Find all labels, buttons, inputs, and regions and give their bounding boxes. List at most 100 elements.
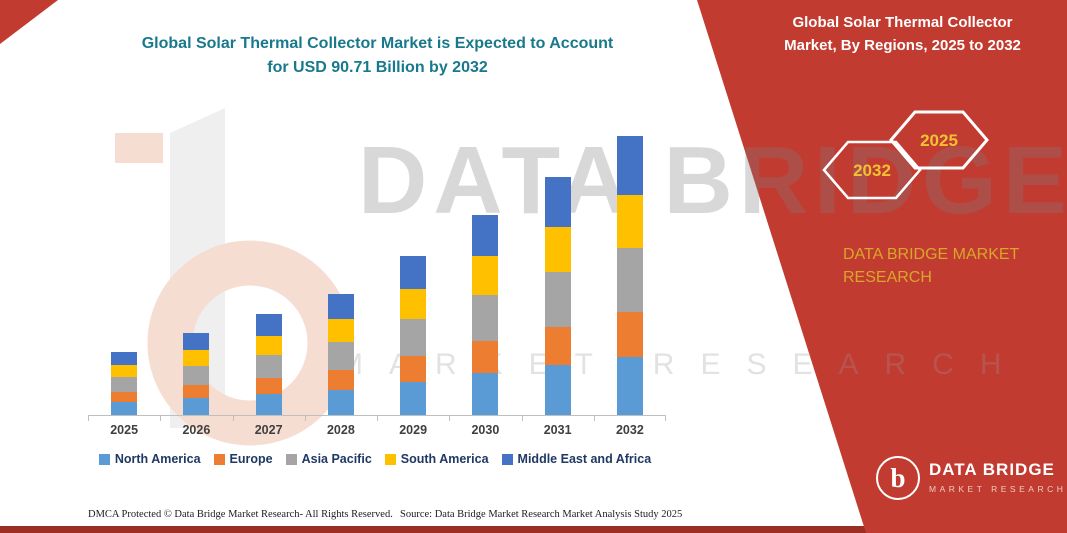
- bar-segment-south-america: [616, 194, 643, 248]
- chart-title-line1: Global Solar Thermal Collector Market is…: [141, 35, 614, 52]
- banner-heading-line1: Global Solar Thermal Collector: [792, 14, 1013, 31]
- legend-item-south-america: South America: [384, 452, 489, 466]
- legend-swatch-asia-pacific: [285, 453, 297, 465]
- x-axis-tick: [377, 416, 378, 421]
- bar-segment-europe: [544, 326, 571, 365]
- bar-2025: [111, 352, 138, 415]
- x-axis-tick: [593, 416, 595, 421]
- x-axis-tick: [160, 416, 162, 421]
- bar-segment-asia-pacific: [472, 294, 499, 341]
- bar-segment-north-america: [544, 364, 571, 415]
- bar-2027: [255, 314, 282, 415]
- banner-brand-text: DATA BRIDGE MARKET RESEARCH: [843, 243, 1019, 289]
- bar-segment-europe: [183, 384, 210, 398]
- bar-segment-middle-east-and-africa: [183, 333, 210, 351]
- bar-segment-europe: [400, 356, 427, 382]
- corner-accent-triangle: [0, 0, 58, 44]
- bar-2031: [544, 176, 571, 415]
- year-badges: 2025 2032: [822, 110, 989, 200]
- bar-segment-south-america: [111, 365, 138, 378]
- bar-2029: [400, 255, 427, 415]
- bar-segment-asia-pacific: [544, 271, 571, 327]
- legend-item-middle-east-and-africa: Middle East and Africa: [501, 452, 652, 466]
- bar-segment-south-america: [183, 350, 210, 366]
- bar-segment-middle-east-and-africa: [255, 314, 282, 336]
- x-axis-label-2029: 2029: [399, 423, 428, 437]
- x-axis-label-2032: 2032: [615, 423, 644, 437]
- watermark-sub-text: MARKET RESEARCH: [338, 348, 1028, 381]
- bar-segment-asia-pacific: [327, 342, 354, 371]
- logo-text-block: DATA BRIDGE MARKET RESEARCH: [929, 456, 1066, 494]
- logo-letter: b: [890, 462, 906, 493]
- x-axis-label-2026: 2026: [182, 423, 211, 437]
- chart-legend: North America Europe Asia Pacific South Ame…: [80, 452, 670, 466]
- source-text: Source: Data Bridge Market Research Mark…: [400, 509, 683, 520]
- banner-brand-line2: RESEARCH: [843, 269, 932, 287]
- chart-plot: 2025 2026 2027 2028 2029 2030 2031 2032: [88, 135, 666, 437]
- bar-segment-europe: [327, 370, 354, 390]
- hexagon-2025-label: 2025: [920, 131, 958, 150]
- bar-segment-middle-east-and-africa: [544, 176, 571, 227]
- bar-2032: [616, 135, 643, 415]
- bar-segment-middle-east-and-africa: [616, 135, 643, 195]
- bar-2030: [472, 214, 499, 415]
- legend-label-north-america: North America: [114, 452, 201, 466]
- x-axis-label-2027: 2027: [254, 423, 283, 437]
- banner-heading-line2: Market, By Regions, 2025 to 2032: [784, 36, 1021, 54]
- bar-segment-asia-pacific: [183, 365, 210, 385]
- bar-segment-middle-east-and-africa: [400, 255, 427, 290]
- legend-label-europe: Europe: [229, 452, 273, 466]
- bar-segment-south-america: [255, 335, 282, 355]
- logo-mark-icon: b: [876, 456, 920, 500]
- x-axis-tick: [232, 416, 234, 421]
- bar-segment-south-america: [400, 289, 427, 320]
- hexagon-2025: [889, 110, 989, 170]
- bar-segment-asia-pacific: [111, 377, 138, 392]
- x-axis-label-2031: 2031: [543, 423, 572, 437]
- bar-segment-middle-east-and-africa: [472, 214, 499, 257]
- bar-segment-north-america: [183, 397, 210, 415]
- bar-segment-north-america: [472, 372, 499, 415]
- bar-segment-south-america: [327, 319, 354, 343]
- bar-segment-north-america: [327, 389, 354, 415]
- bar-segment-asia-pacific: [616, 247, 643, 312]
- legend-item-europe: Europe: [213, 452, 273, 466]
- x-axis-tick: [304, 416, 306, 421]
- x-axis-tick: [88, 416, 89, 421]
- x-axis-tick: [521, 416, 523, 421]
- bar-segment-south-america: [472, 256, 499, 295]
- bar-segment-north-america: [616, 356, 643, 415]
- bar-segment-south-america: [544, 226, 571, 272]
- bar-segment-asia-pacific: [255, 354, 282, 378]
- legend-label-middle-east-and-africa: Middle East and Africa: [517, 452, 652, 466]
- legend-swatch-europe: [213, 453, 225, 465]
- chart-title-line2: for USD 90.71 Billion by 2032: [267, 59, 488, 76]
- logo-subtitle: MARKET RESEARCH: [929, 484, 1067, 494]
- hexagon-2032: [822, 140, 922, 200]
- legend-item-north-america: North America: [98, 452, 201, 466]
- bar-segment-europe: [111, 391, 138, 402]
- bar-segment-north-america: [255, 393, 282, 415]
- x-axis-label-2030: 2030: [471, 423, 500, 437]
- bar-segment-europe: [616, 311, 643, 357]
- x-axis-tick: [665, 416, 666, 421]
- bar-segment-north-america: [111, 401, 138, 415]
- banner-heading: Global Solar Thermal Collector Market, B…: [745, 12, 1060, 57]
- bottom-accent-bar: [0, 526, 1067, 533]
- bar-segment-north-america: [400, 381, 427, 415]
- logo-title: DATA BRIDGE: [929, 460, 1055, 479]
- bar-segment-middle-east-and-africa: [111, 352, 138, 366]
- legend-swatch-south-america: [384, 453, 396, 465]
- bar-2028: [327, 293, 354, 415]
- bar-segment-asia-pacific: [400, 319, 427, 356]
- bar-2026: [183, 333, 210, 415]
- hexagon-2032-label: 2032: [853, 161, 891, 180]
- legend-swatch-middle-east-and-africa: [501, 453, 513, 465]
- bar-segment-europe: [472, 340, 499, 373]
- footer-logo: b DATA BRIDGE MARKET RESEARCH: [876, 456, 1066, 500]
- x-axis-label-2025: 2025: [110, 423, 139, 437]
- x-axis-label-2028: 2028: [326, 423, 355, 437]
- bar-segment-middle-east-and-africa: [327, 293, 354, 320]
- x-axis-tick: [449, 416, 451, 421]
- dmca-text: DMCA Protected © Data Bridge Market Rese…: [88, 509, 393, 520]
